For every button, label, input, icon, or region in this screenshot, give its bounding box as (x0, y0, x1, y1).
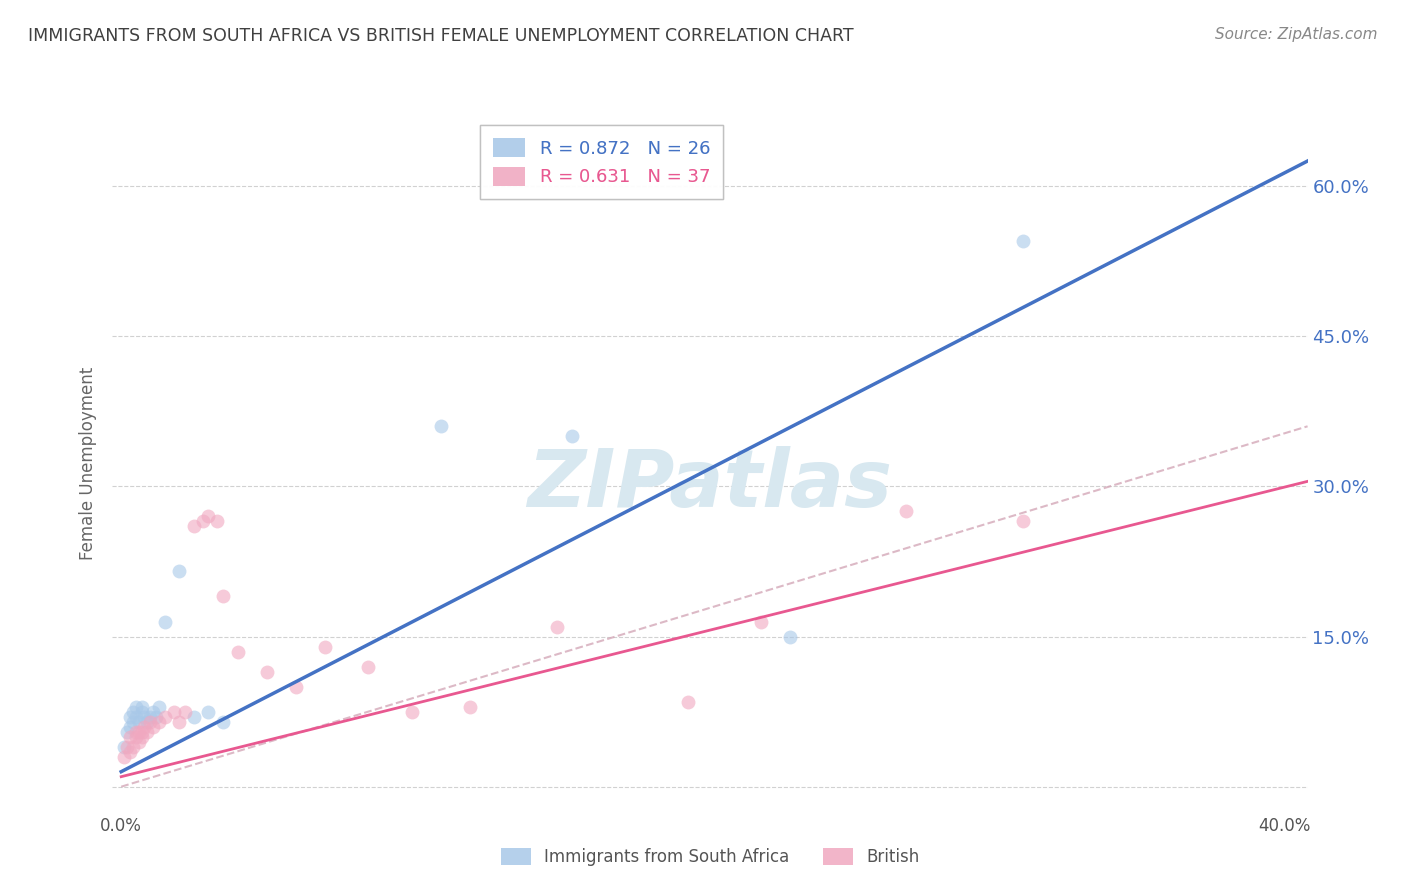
Point (256, 665, 278, 679)
Point (115, 724, 138, 739)
Point (1011, 234, 1033, 248)
Point (169, 565, 191, 579)
Point (134, 709, 156, 723)
Point (458, 699, 481, 714)
Point (131, 699, 153, 714)
Point (749, 615, 772, 629)
Point (357, 659, 380, 673)
Point (118, 709, 141, 723)
Point (112, 749, 135, 764)
Point (191, 515, 214, 529)
Point (112, 739, 135, 754)
Y-axis label: Female Unemployment: Female Unemployment (79, 368, 97, 560)
Point (136, 724, 159, 739)
Point (779, 630, 801, 644)
Point (128, 714, 150, 729)
Point (128, 734, 150, 748)
Point (125, 699, 148, 714)
Text: ZIPatlas: ZIPatlas (527, 446, 893, 524)
Point (131, 724, 153, 739)
Point (197, 509, 219, 524)
Text: IMMIGRANTS FROM SOUTH AFRICA VS BRITISH FEMALE UNEMPLOYMENT CORRELATION CHART: IMMIGRANTS FROM SOUTH AFRICA VS BRITISH … (28, 27, 853, 45)
Point (128, 724, 150, 739)
Legend: Immigrants from South Africa, British: Immigrants from South Africa, British (494, 841, 927, 873)
Point (148, 714, 170, 729)
Point (118, 730, 141, 744)
Text: Source: ZipAtlas.com: Source: ZipAtlas.com (1215, 27, 1378, 42)
Point (125, 730, 148, 744)
Point (145, 709, 167, 723)
Point (118, 745, 141, 759)
Point (142, 720, 165, 734)
Point (1011, 515, 1033, 529)
Point (212, 714, 235, 729)
Point (174, 705, 197, 719)
Point (131, 730, 153, 744)
Point (212, 590, 235, 604)
Point (162, 705, 184, 719)
Point (153, 709, 176, 723)
Point (226, 644, 249, 658)
Point (139, 714, 162, 729)
Point (121, 714, 143, 729)
Point (183, 519, 205, 533)
Point (142, 705, 165, 719)
Point (131, 705, 153, 719)
Point (125, 709, 148, 723)
Point (125, 724, 148, 739)
Point (136, 714, 159, 729)
Point (148, 699, 170, 714)
Point (546, 619, 568, 633)
Point (430, 419, 453, 434)
Point (401, 705, 423, 719)
Point (314, 640, 336, 654)
Point (134, 720, 156, 734)
Point (676, 695, 699, 709)
Point (561, 429, 583, 443)
Point (284, 680, 307, 694)
Point (139, 709, 162, 723)
Point (205, 515, 228, 529)
Point (118, 720, 141, 734)
Point (896, 504, 918, 518)
Point (121, 739, 143, 754)
Point (153, 615, 176, 629)
Point (115, 739, 138, 754)
Point (169, 714, 191, 729)
Point (197, 705, 219, 719)
Point (183, 709, 205, 723)
Point (121, 705, 143, 719)
